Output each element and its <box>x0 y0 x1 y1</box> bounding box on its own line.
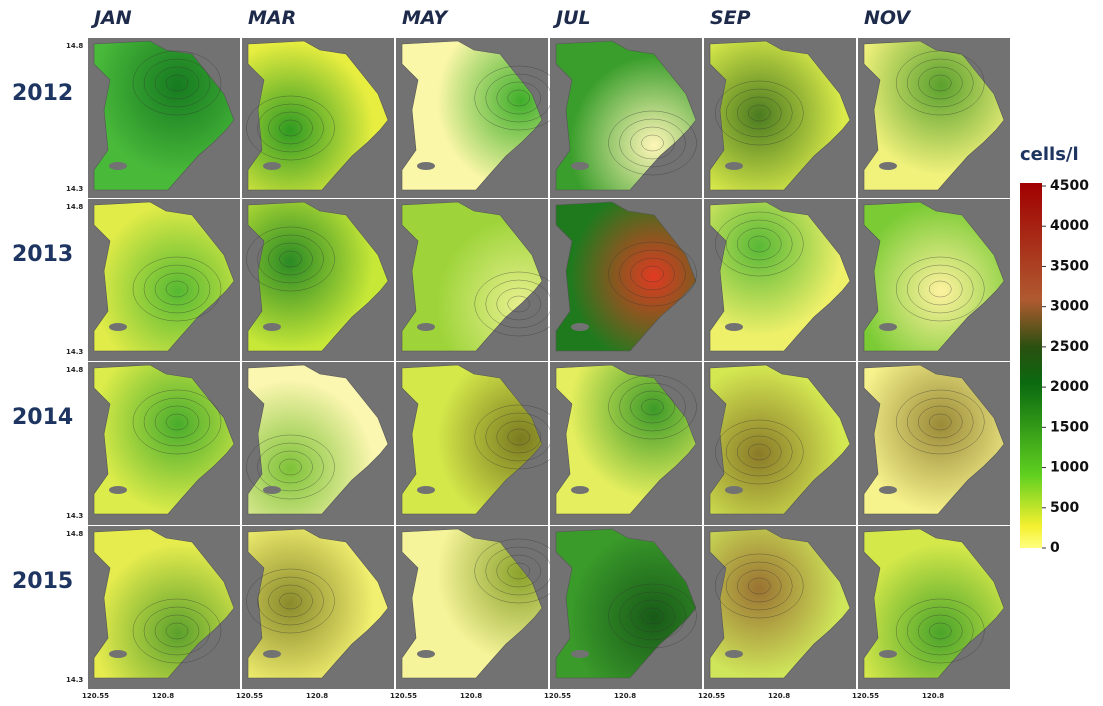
island <box>109 650 127 658</box>
lon-label: 120.55 <box>390 692 417 700</box>
island <box>417 486 435 494</box>
map-panel <box>550 362 702 525</box>
island <box>109 162 127 170</box>
island <box>879 162 897 170</box>
lon-label: 120.55 <box>544 692 571 700</box>
lat-label: 14.3 <box>66 512 83 520</box>
lat-label: 14.8 <box>66 203 83 211</box>
month-label: MAR <box>248 7 296 29</box>
lat-label: 14.8 <box>66 42 83 50</box>
lon-label: 120.8 <box>614 692 636 700</box>
map-panel <box>88 38 240 198</box>
lon-label: 120.55 <box>82 692 109 700</box>
map-panel <box>858 526 1010 689</box>
colorbar-tick-label: 4500 <box>1050 178 1089 194</box>
map-panel <box>704 362 856 525</box>
year-label: 2015 <box>12 569 73 594</box>
island <box>263 486 281 494</box>
month-label: SEP <box>710 7 751 29</box>
map-panel <box>242 199 394 361</box>
map-panel <box>858 199 1010 361</box>
colorbar-tick-label: 2500 <box>1050 339 1089 355</box>
lon-label: 120.8 <box>306 692 328 700</box>
year-label: 2013 <box>12 242 73 267</box>
island <box>109 323 127 331</box>
map-panel <box>396 38 563 198</box>
colorbar-tick-label: 4000 <box>1050 218 1089 234</box>
year-label: 2012 <box>12 81 73 106</box>
island <box>571 486 589 494</box>
lon-label: 120.55 <box>852 692 879 700</box>
map-panel <box>396 199 563 361</box>
map-panel <box>704 38 856 198</box>
lon-label: 120.8 <box>768 692 790 700</box>
colorbar <box>1020 183 1042 548</box>
island <box>263 162 281 170</box>
map-panel <box>858 362 1010 525</box>
island <box>725 162 743 170</box>
colorbar-tick-label: 1500 <box>1050 419 1089 435</box>
map-panel <box>550 526 702 689</box>
colorbar-title: cells/l <box>1020 144 1079 165</box>
figure: cells/l JAN MAR MAY JUL SEP NOV 2012 14.8 14.3 20… <box>0 0 1103 706</box>
map-panel <box>396 362 563 525</box>
lon-label: 120.8 <box>922 692 944 700</box>
island <box>879 486 897 494</box>
month-label: JAN <box>90 7 132 29</box>
map-panel <box>704 526 856 689</box>
map-panel <box>242 362 394 525</box>
map-panel <box>550 38 702 198</box>
map-panel <box>858 38 1010 198</box>
lat-label: 14.3 <box>66 185 83 193</box>
lon-label: 120.8 <box>460 692 482 700</box>
island <box>725 486 743 494</box>
lat-label: 14.3 <box>66 348 83 356</box>
colorbar-tick-label: 3000 <box>1050 299 1089 315</box>
lon-label: 120.55 <box>236 692 263 700</box>
lat-label: 14.8 <box>66 530 83 538</box>
map-panel <box>88 362 240 525</box>
colorbar-tick-label: 0 <box>1050 540 1060 556</box>
colorbar-tick-label: 2000 <box>1050 379 1089 395</box>
map-panel <box>88 199 240 361</box>
island <box>263 323 281 331</box>
month-label: JUL <box>552 7 591 29</box>
island <box>571 323 589 331</box>
map-panel <box>88 526 240 689</box>
map-panel <box>704 199 856 361</box>
island <box>571 162 589 170</box>
map-panel <box>550 199 702 361</box>
island <box>725 323 743 331</box>
island <box>571 650 589 658</box>
map-panel <box>242 38 394 198</box>
island <box>417 162 435 170</box>
island <box>109 486 127 494</box>
lat-label: 14.8 <box>66 366 83 374</box>
lat-label: 14.3 <box>66 676 83 684</box>
island <box>879 323 897 331</box>
map-panel <box>396 526 563 689</box>
map-panel <box>242 526 394 689</box>
year-label: 2014 <box>12 405 73 430</box>
month-label: NOV <box>864 7 911 29</box>
lon-label: 120.55 <box>698 692 725 700</box>
month-label: MAY <box>402 7 449 29</box>
island <box>417 650 435 658</box>
island <box>879 650 897 658</box>
colorbar-tick-label: 500 <box>1050 500 1079 516</box>
island <box>263 650 281 658</box>
lon-label: 120.8 <box>152 692 174 700</box>
island <box>725 650 743 658</box>
island <box>417 323 435 331</box>
colorbar-tick-label: 3500 <box>1050 258 1089 274</box>
colorbar-tick-label: 1000 <box>1050 460 1089 476</box>
